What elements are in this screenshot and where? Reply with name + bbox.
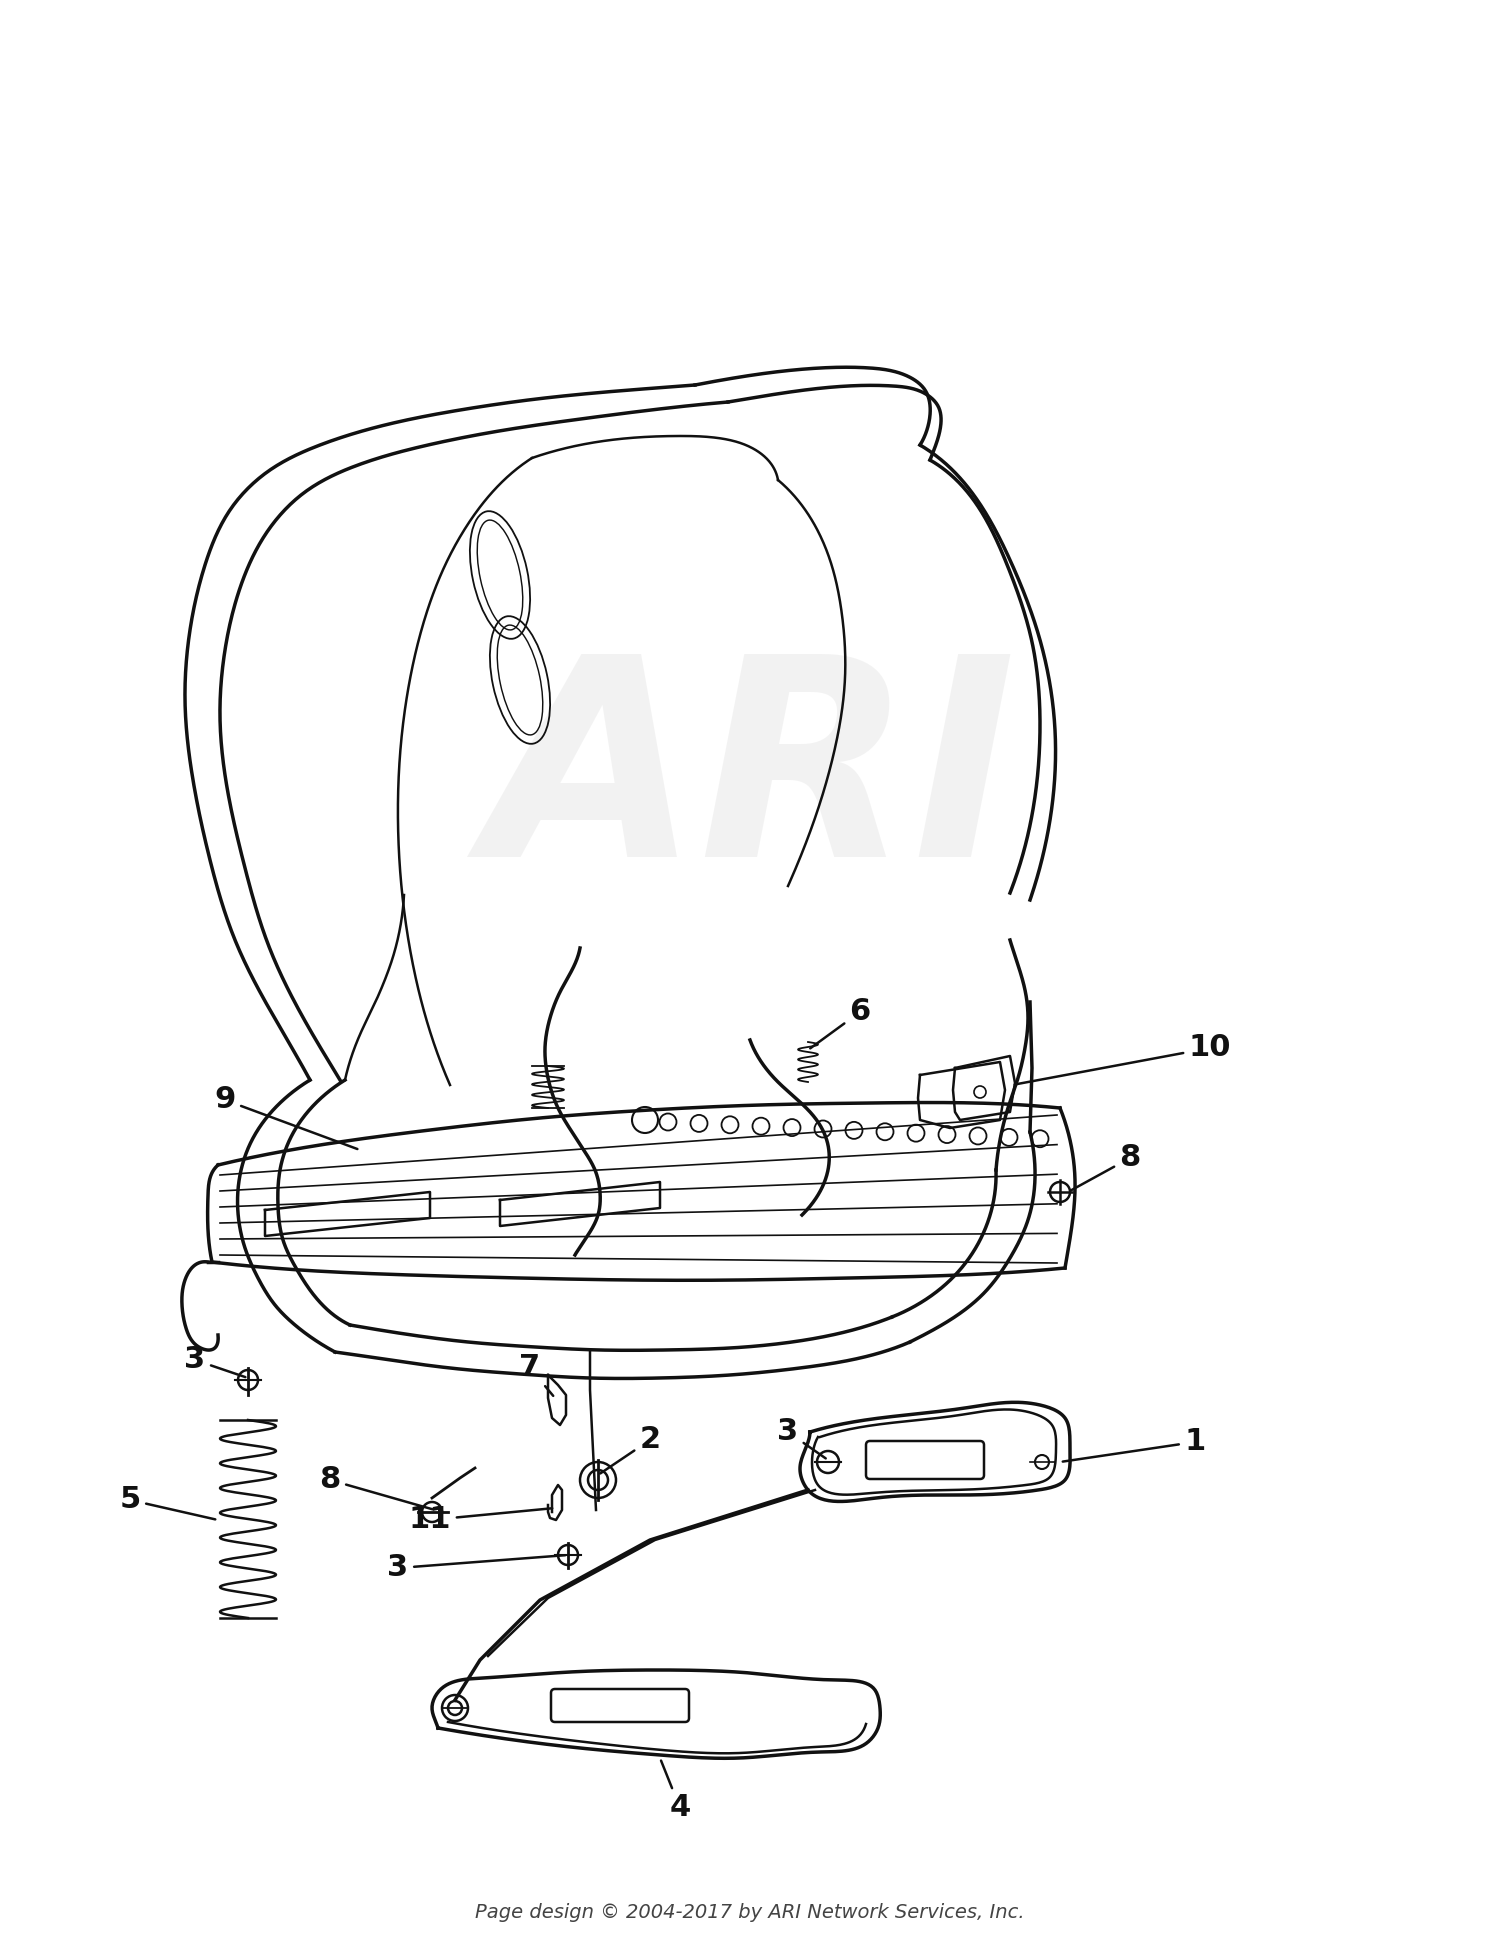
Text: 2: 2 <box>600 1425 660 1473</box>
Text: Page design © 2004-2017 by ARI Network Services, Inc.: Page design © 2004-2017 by ARI Network S… <box>476 1902 1024 1922</box>
Text: 8: 8 <box>1071 1143 1140 1190</box>
Text: 8: 8 <box>320 1465 432 1510</box>
Text: 5: 5 <box>120 1485 216 1520</box>
Text: ARI: ARI <box>484 644 1016 914</box>
Text: 7: 7 <box>519 1353 554 1396</box>
Text: 3: 3 <box>184 1345 246 1376</box>
Text: 1: 1 <box>1062 1427 1206 1462</box>
Text: 10: 10 <box>1014 1033 1232 1085</box>
Text: 9: 9 <box>214 1085 357 1149</box>
Text: 6: 6 <box>810 998 870 1048</box>
Text: 4: 4 <box>662 1760 690 1823</box>
Text: 3: 3 <box>387 1553 566 1582</box>
Text: 11: 11 <box>408 1506 552 1535</box>
Text: 3: 3 <box>777 1417 825 1458</box>
